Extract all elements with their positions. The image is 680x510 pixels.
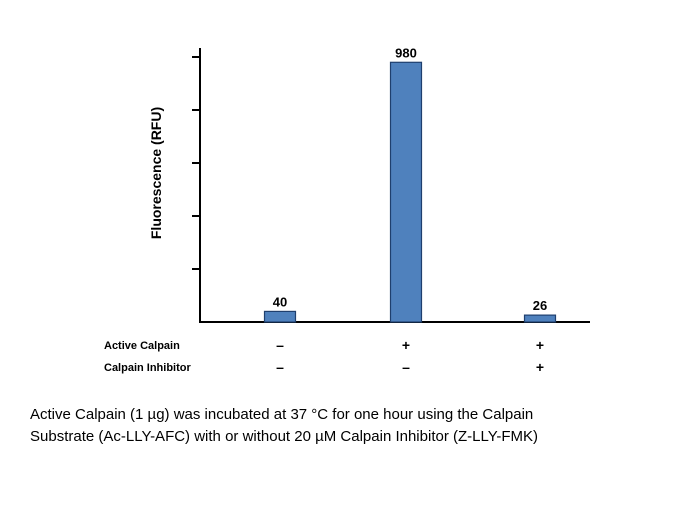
figure-caption: Active Calpain (1 µg) was incubated at 3… — [30, 404, 670, 448]
bar-chart: 40 980 26 Fluorescence (RFU) Active Calpai… — [104, 45, 590, 375]
caption-line-1: Active Calpain (1 µg) was incubated at 3… — [30, 406, 534, 423]
bar-value-label: 40 — [273, 294, 287, 309]
bar-value-label: 980 — [395, 45, 417, 60]
condition-sign: + — [402, 337, 410, 353]
bars — [263, 61, 557, 323]
condition-label: Active Calpain — [104, 340, 180, 352]
condition-sign: + — [536, 337, 544, 353]
condition-sign: + — [536, 359, 544, 375]
bar — [389, 61, 423, 323]
bar — [263, 310, 297, 323]
condition-label: Calpain Inhibitor — [104, 362, 191, 374]
bar — [523, 314, 557, 323]
caption-line-2: Substrate (Ac-LLY-AFC) with or without 2… — [30, 428, 538, 445]
condition-sign: – — [276, 337, 284, 353]
bar-value-label: 26 — [533, 298, 547, 313]
condition-sign: – — [402, 359, 410, 375]
condition-sign: – — [276, 359, 284, 375]
y-axis-label: Fluorescence (RFU) — [148, 107, 164, 239]
data-labels: 40 980 26 — [273, 45, 547, 313]
condition-table: Active Calpain – + + Calpain Inhibitor – – + — [104, 337, 544, 375]
